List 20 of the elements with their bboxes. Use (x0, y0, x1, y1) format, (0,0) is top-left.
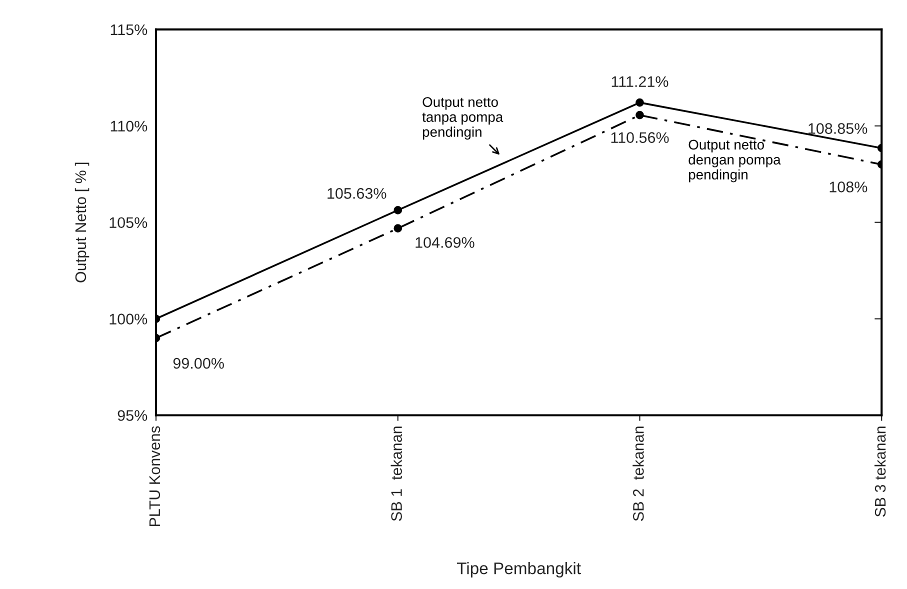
y-tick-label: 115% (110, 24, 148, 36)
data-label: 108% (830, 182, 868, 192)
x-tick-label: PLTU Konvens (149, 426, 160, 526)
data-label: 110.56% (611, 132, 669, 143)
data-label: 105.63% (328, 188, 386, 199)
data-label: 104.69% (416, 237, 474, 248)
y-tick-label: 105% (110, 217, 148, 228)
data-label: 108.85% (808, 123, 868, 134)
y-tick-label: 95% (118, 410, 148, 421)
x-tick-label: SB 2 tekanan (632, 426, 644, 521)
series-label: Output netto tanpa pompa pendingin (422, 97, 504, 140)
x-axis-title: Tipe Pembangkit (456, 562, 581, 578)
data-label: 99.00% (173, 358, 224, 369)
series-label: Output netto dengan pompa pendingin (688, 140, 781, 182)
y-tick-label: 110% (110, 120, 148, 132)
y-axis-title: Output Netto [ % ] (74, 162, 90, 282)
x-tick-label: SB 1 tekanan (390, 426, 402, 521)
y-tick-label: 100% (110, 314, 148, 324)
data-label: 111.21% (612, 76, 668, 87)
x-tick-label: SB 3 tekanan (874, 426, 886, 517)
